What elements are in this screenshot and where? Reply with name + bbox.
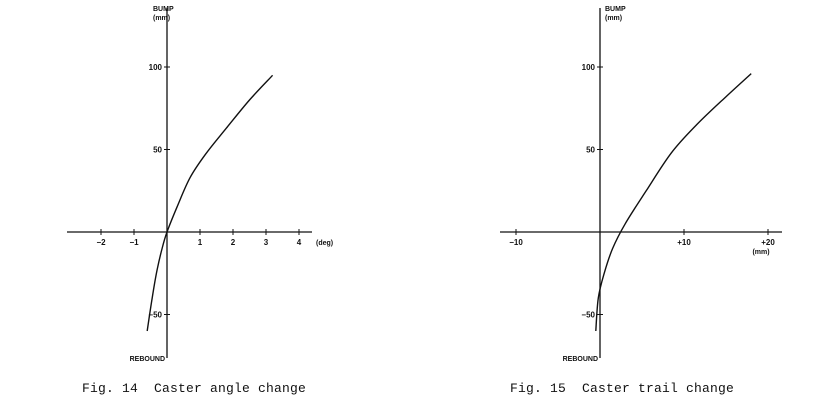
x-tick-label: 4 (297, 238, 302, 247)
y-axis-title: BUMP (605, 6, 626, 13)
y-tick-label: −50 (148, 311, 162, 320)
y-axis-title: (mm) (153, 15, 170, 22)
series-line (595, 73, 752, 332)
x-tick-label: 1 (198, 238, 203, 247)
series-line (146, 74, 274, 332)
x-tick-label: −1 (129, 238, 139, 247)
x-tick-label: −2 (96, 238, 106, 247)
y-axis-title: BUMP (153, 6, 174, 13)
chart-caster-trail: −10 +10 +20 100 50 −50 BUMP (mm) REBOUND (mm) (500, 6, 782, 363)
y-tick-label: 50 (586, 146, 595, 155)
x-tick-label: 3 (264, 238, 269, 247)
x-unit-label: (deg) (316, 240, 333, 247)
y-tick-label: 50 (153, 146, 162, 155)
x-tick-label: +10 (677, 238, 691, 247)
y-axis-bottom-label: REBOUND (130, 356, 165, 363)
x-tick-label: 2 (231, 238, 236, 247)
y-axis-title: (mm) (605, 15, 622, 22)
x-unit-label: (mm) (752, 249, 769, 256)
figure-caption-caster-angle: Fig. 14 Caster angle change (82, 381, 307, 396)
y-tick-label: 100 (149, 63, 163, 72)
chart-caster-angle: −2 −1 1 2 3 4 100 50 −50 BUMP (mm) REBOUND (deg) (67, 6, 333, 363)
x-tick-label: −10 (509, 238, 523, 247)
y-tick-label: −50 (581, 311, 595, 320)
y-tick-label: 100 (582, 63, 596, 72)
figure-caption-caster-trail: Fig. 15 Caster trail change (510, 381, 735, 396)
y-axis-bottom-label: REBOUND (563, 356, 598, 363)
x-tick-label: +20 (761, 238, 775, 247)
